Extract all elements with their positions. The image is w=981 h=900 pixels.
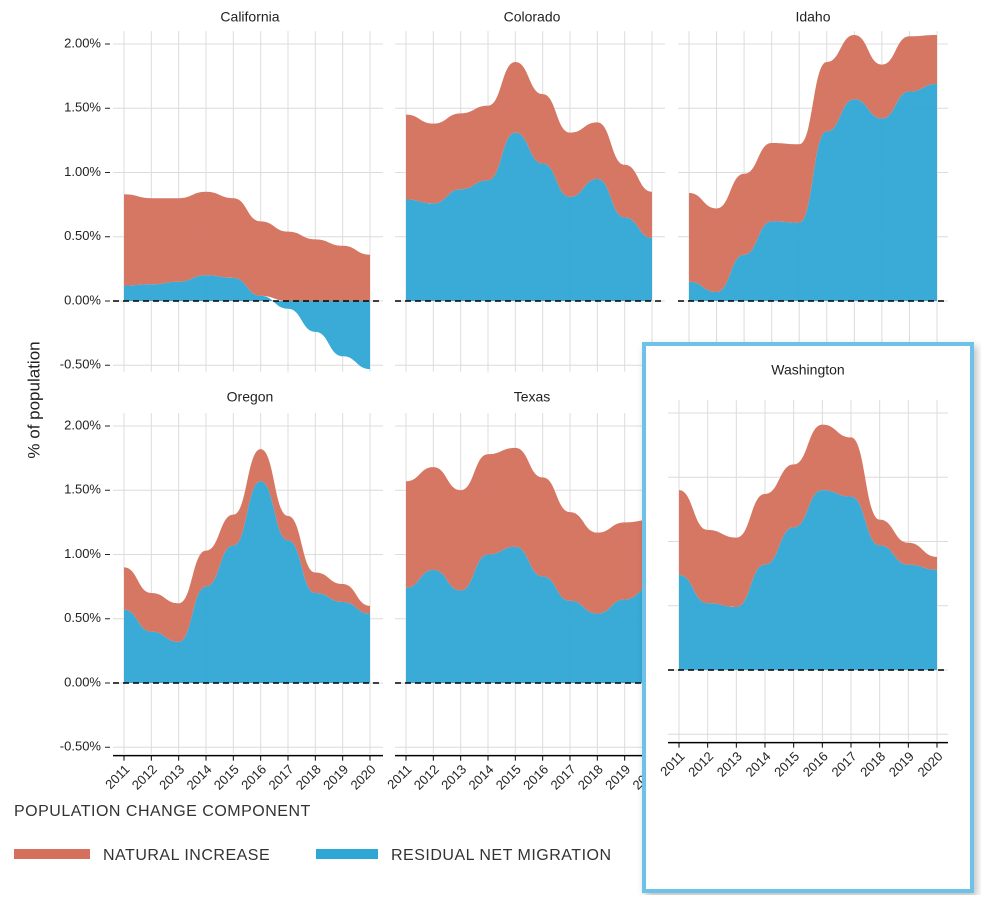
panel: Oregon -0.50% 0.00% 0.50% 1.00% 1.50% 2.00% 201… (60, 389, 383, 793)
y-tick-label: -0.50% (60, 357, 102, 372)
x-tick-label: 2015 (493, 762, 524, 793)
panel: Texas 20112012201320142015201620172018201… (384, 389, 665, 793)
panel-title: Oregon (227, 389, 274, 405)
x-tick-label: 2014 (465, 762, 496, 793)
x-tick-label: 2017 (265, 762, 296, 793)
x-tick-label: 2012 (411, 762, 442, 793)
panel: California -0.50% 0.00% 0.50% 1.00% 1.50% 2.00… (60, 9, 383, 372)
y-tick-label: 0.50% (64, 228, 101, 243)
area (124, 191, 370, 301)
x-tick-label: 2019 (320, 762, 351, 793)
x-tick-label: 2011 (384, 762, 414, 792)
panel-title: California (220, 9, 279, 25)
area (406, 132, 652, 301)
x-tick-label: 2011 (102, 762, 132, 792)
y-tick-label: 0.00% (64, 292, 101, 307)
y-tick-label: 0.50% (64, 610, 101, 625)
legend-swatch (14, 849, 90, 859)
panel: Idaho (678, 9, 948, 372)
panel: Colorado (395, 9, 665, 372)
y-tick-label: 2.00% (64, 35, 101, 50)
panel-title: Texas (514, 389, 551, 405)
area (679, 490, 937, 670)
panel-title: Washington (771, 362, 844, 378)
legend-title: POPULATION CHANGE COMPONENT (14, 803, 311, 820)
x-tick-label: 2013 (156, 762, 187, 793)
x-tick-label: 2012 (129, 762, 160, 793)
y-tick-label: 2.00% (64, 417, 101, 432)
area (679, 424, 937, 608)
panel-title: Colorado (504, 9, 561, 25)
legend-label: NATURAL INCREASE (103, 847, 270, 864)
area (124, 275, 370, 370)
x-tick-label: 2017 (547, 762, 578, 793)
x-tick-label: 2019 (602, 762, 633, 793)
x-tick-label: 2013 (438, 762, 469, 793)
area (689, 35, 937, 293)
legend-label: RESIDUAL NET MIGRATION (391, 847, 612, 864)
area (406, 546, 652, 683)
area (124, 449, 370, 642)
legend-swatch (316, 849, 378, 859)
y-tick-label: 1.50% (64, 482, 101, 497)
area (689, 83, 937, 302)
x-tick-label: 2018 (575, 762, 606, 793)
y-tick-label: 1.00% (64, 546, 101, 561)
y-tick-label: 1.50% (64, 100, 101, 115)
area (406, 447, 652, 614)
panel: Washington201120122013201420152016201720… (642, 342, 974, 893)
x-tick-label: 2018 (293, 762, 324, 793)
x-tick-label: 2014 (183, 762, 214, 793)
panel-title: Idaho (795, 9, 830, 25)
x-tick-label: 2016 (520, 762, 551, 793)
y-tick-label: -0.50% (60, 739, 102, 754)
x-tick-label: 2020 (347, 762, 378, 793)
x-tick-label: 2015 (211, 762, 242, 793)
area (406, 61, 652, 239)
area (124, 481, 370, 683)
y-axis-label: % of population (24, 341, 43, 458)
x-tick-label: 2016 (238, 762, 269, 793)
y-tick-label: 1.00% (64, 164, 101, 179)
y-tick-label: 0.00% (64, 674, 101, 689)
